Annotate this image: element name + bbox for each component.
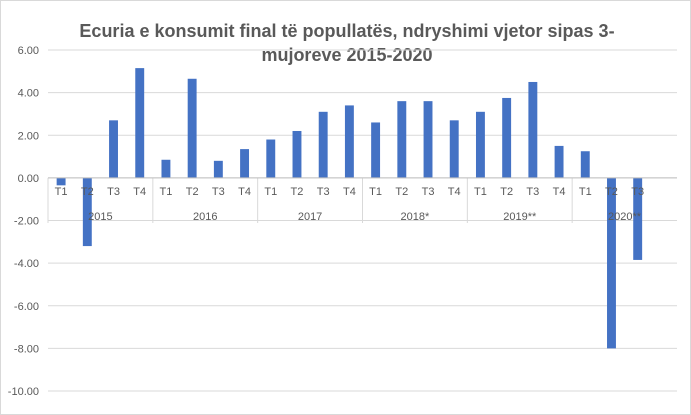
quarter-label: T2 bbox=[605, 186, 618, 198]
quarter-label: T1 bbox=[474, 186, 487, 198]
quarter-label: T3 bbox=[212, 186, 225, 198]
bar bbox=[449, 120, 459, 178]
bar bbox=[554, 145, 564, 178]
quarter-label: T4 bbox=[343, 186, 356, 198]
y-tick-label: -10.00 bbox=[8, 386, 39, 398]
y-tick-label: -2.00 bbox=[14, 216, 39, 228]
y-tick-label: -8.00 bbox=[14, 343, 39, 355]
y-tick-label: 0.00 bbox=[18, 173, 39, 185]
bar bbox=[161, 159, 171, 178]
quarter-label: T1 bbox=[264, 186, 277, 198]
bar bbox=[371, 122, 381, 178]
bar bbox=[423, 101, 433, 178]
bar bbox=[344, 105, 354, 178]
quarter-label: T4 bbox=[238, 186, 251, 198]
quarter-label: T3 bbox=[107, 186, 120, 198]
bar bbox=[475, 111, 485, 178]
chart-title-line-2: mujoreve 2015-2020 bbox=[261, 45, 432, 65]
chart-title-line-1: Ecuria e konsumit final të popullatës, n… bbox=[79, 21, 614, 41]
quarter-label: T1 bbox=[369, 186, 382, 198]
year-label: 2020** bbox=[608, 211, 642, 223]
bar bbox=[607, 177, 616, 349]
bar bbox=[109, 120, 118, 178]
bars bbox=[56, 68, 643, 349]
category-axis: T1 T2 T3 T4 2015 T1 T2 T3 T4 2016 T1 T2 T3 T4 2017 T1 T2… bbox=[47, 177, 677, 223]
bar bbox=[580, 151, 590, 178]
bar bbox=[82, 177, 92, 247]
quarter-label: T2 bbox=[395, 186, 408, 198]
quarter-label: T3 bbox=[631, 186, 644, 198]
bar bbox=[318, 111, 328, 178]
bar bbox=[633, 177, 643, 260]
quarter-label: T3 bbox=[526, 186, 539, 198]
year-label: 2016 bbox=[193, 211, 217, 223]
quarter-label: T1 bbox=[579, 186, 592, 198]
bar bbox=[266, 139, 276, 178]
quarter-label: T1 bbox=[160, 186, 173, 198]
bar bbox=[292, 130, 302, 178]
quarter-label: T3 bbox=[422, 186, 435, 198]
quarter-label: T2 bbox=[186, 186, 199, 198]
quarter-label: T4 bbox=[133, 186, 146, 198]
y-tick-label: 4.00 bbox=[18, 88, 39, 100]
quarter-label: T2 bbox=[81, 186, 94, 198]
y-tick-label: 2.00 bbox=[18, 130, 39, 142]
quarter-label: T1 bbox=[55, 186, 68, 198]
bar bbox=[528, 81, 538, 178]
bar bbox=[240, 149, 250, 178]
bar bbox=[213, 160, 223, 178]
y-tick-label: -6.00 bbox=[14, 301, 39, 313]
bar bbox=[187, 78, 197, 178]
y-tick-label: 6.00 bbox=[18, 45, 39, 57]
year-label: 2017 bbox=[298, 211, 322, 223]
year-label: 2018* bbox=[401, 211, 430, 223]
bar bbox=[397, 101, 407, 178]
y-tick-label: -4.00 bbox=[14, 258, 39, 270]
bar bbox=[135, 68, 145, 178]
quarter-label: T4 bbox=[553, 186, 566, 198]
year-label: 2019** bbox=[503, 211, 537, 223]
quarter-label: T2 bbox=[500, 186, 513, 198]
quarter-label: T2 bbox=[291, 186, 304, 198]
year-label: 2015 bbox=[88, 211, 112, 223]
bar bbox=[502, 97, 512, 178]
quarter-label: T3 bbox=[317, 186, 330, 198]
bar bbox=[56, 177, 66, 186]
quarter-label: T4 bbox=[448, 186, 461, 198]
y-axis-ticks: 6.00 4.00 2.00 0.00 -2.00 -4.00 -6.00 -8.00 -10.… bbox=[8, 45, 39, 398]
